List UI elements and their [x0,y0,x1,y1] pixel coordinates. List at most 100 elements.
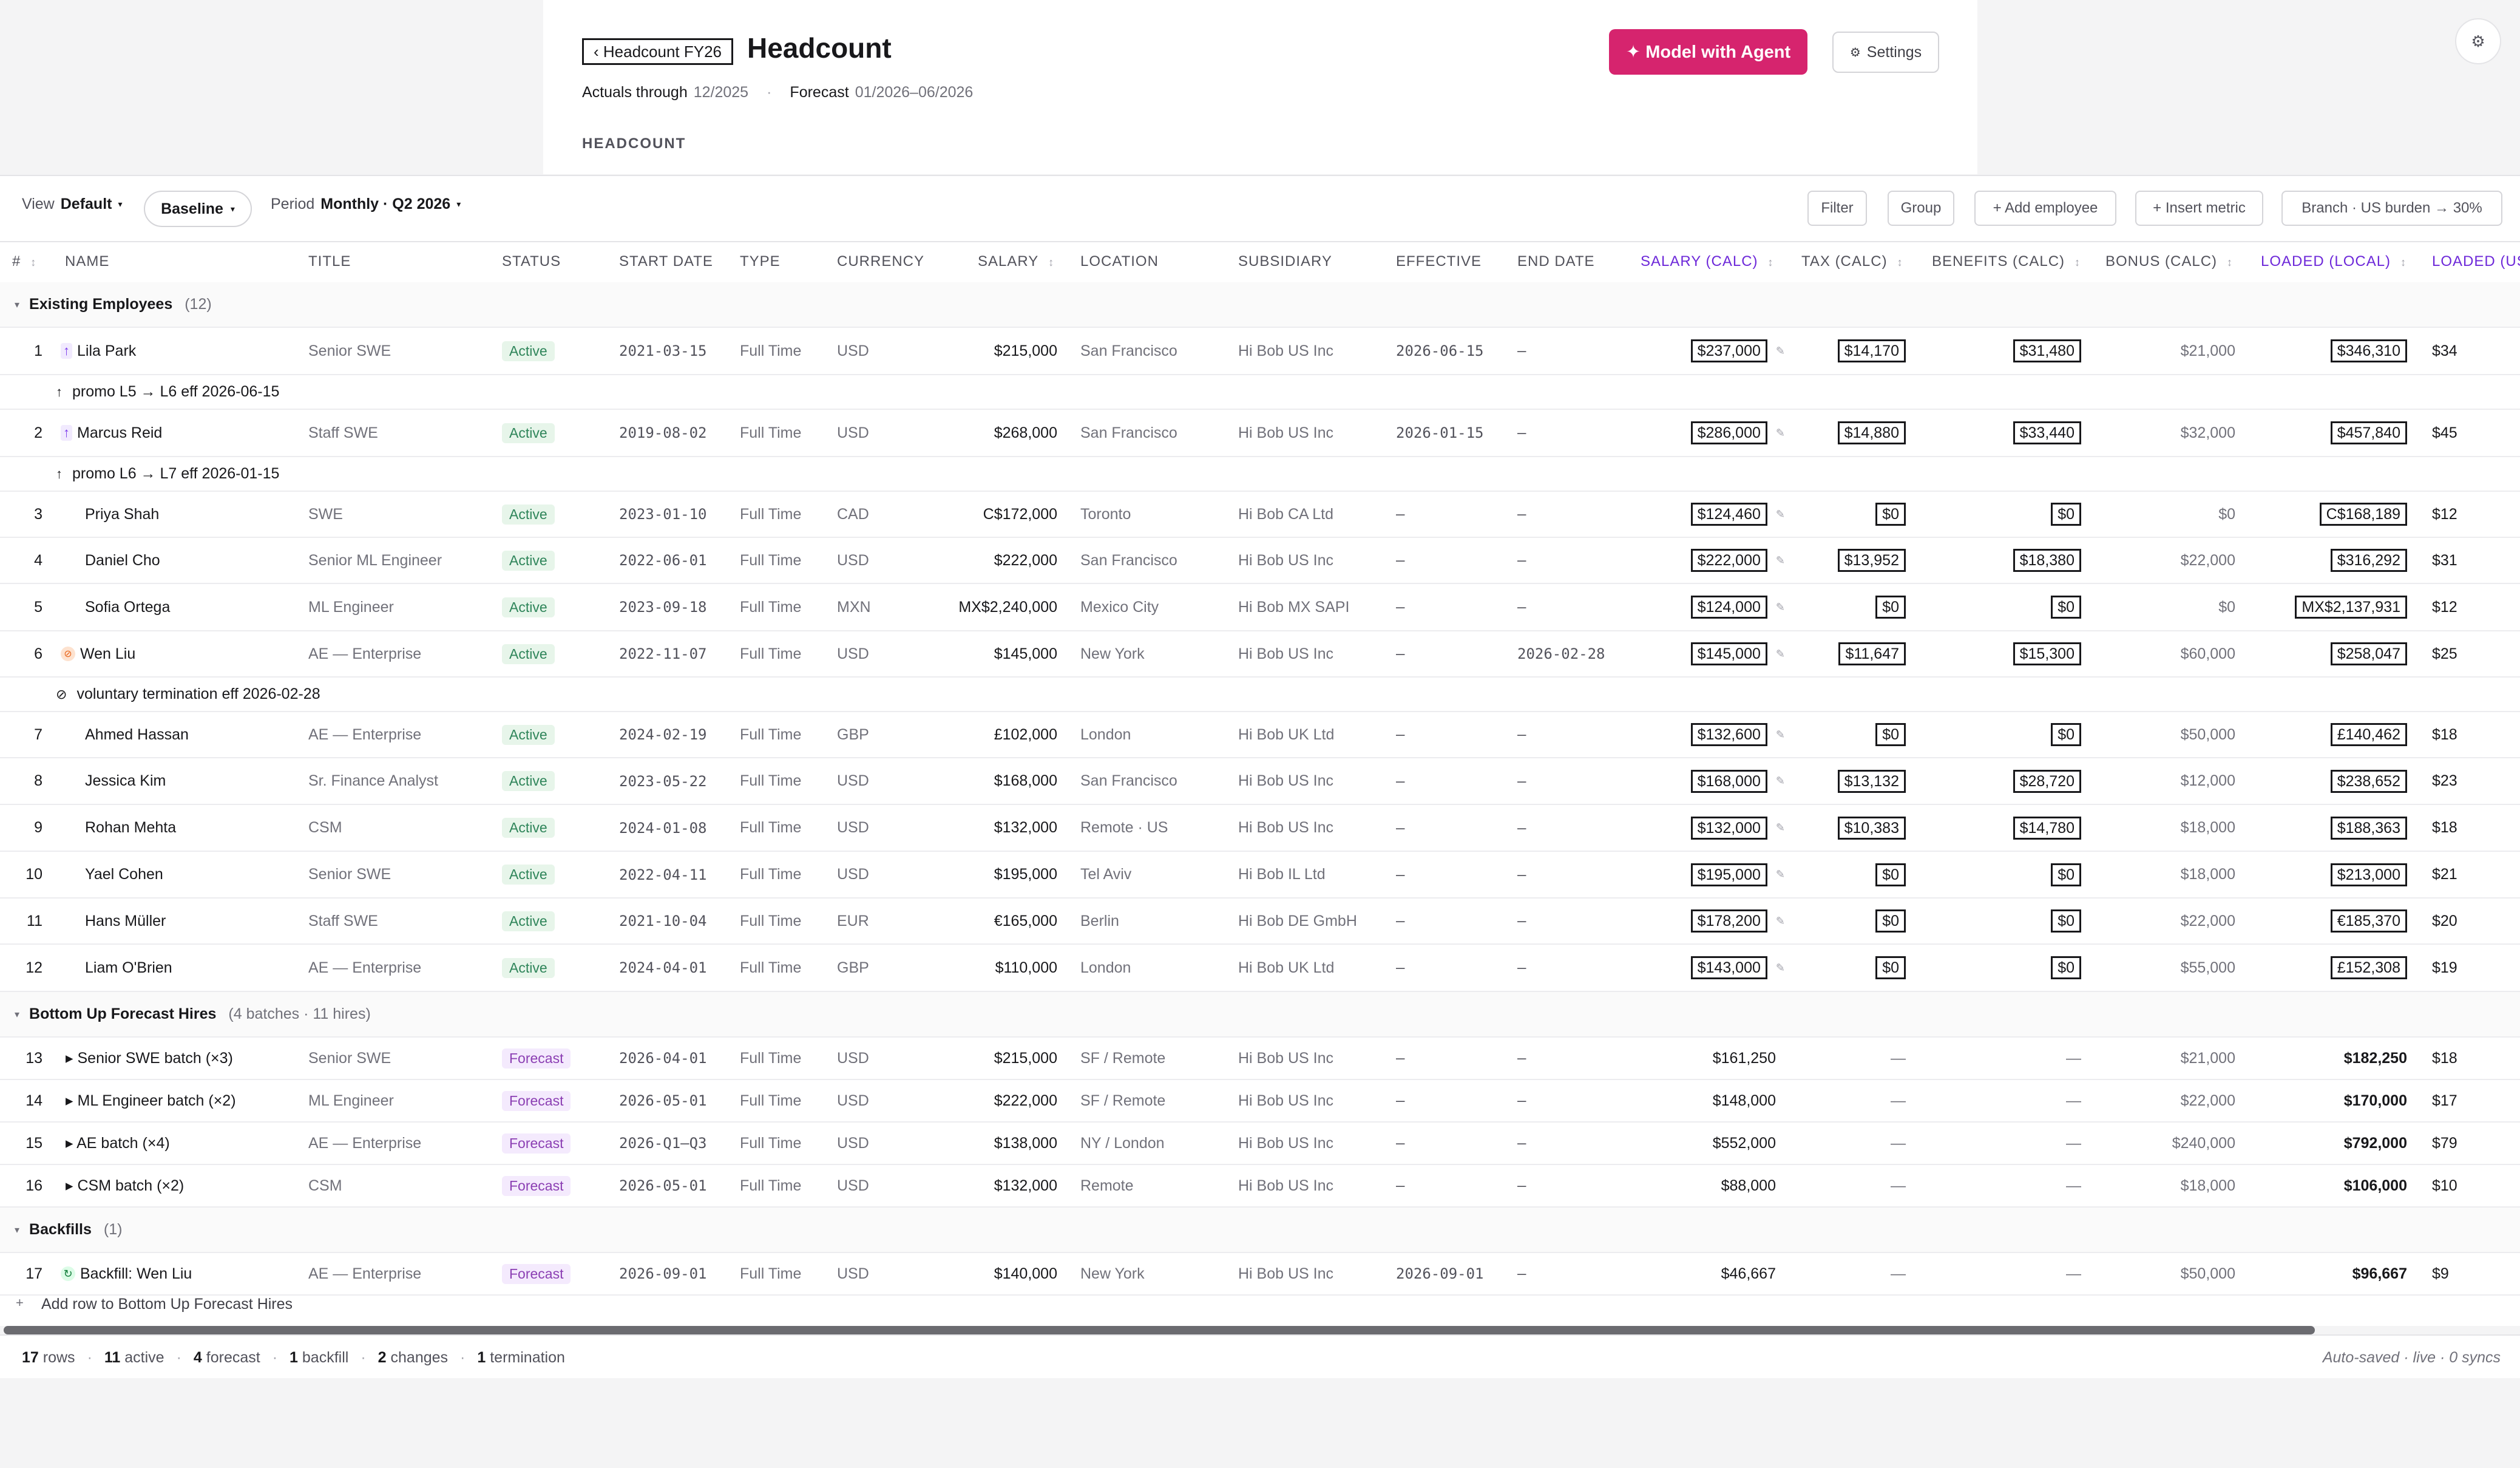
table-row[interactable]: 10 Yael Cohen Senior SWE Active 2022-04-11 Fu… [0,852,2520,899]
salary-calc-cell[interactable]: $178,200 ✎ [1641,899,1785,943]
column-header-salary-calc[interactable]: SALARY (CALC) ↕ [1641,253,1774,270]
group-header[interactable]: ▾ Bottom Up Forecast Hires (4 batches · 11… [15,992,371,1036]
employee-name[interactable]: ↻ Backfill: Wen Liu [61,1253,303,1294]
settings-button[interactable]: ⚙ Settings [1832,32,1939,73]
pencil-icon[interactable]: ✎ [1775,821,1785,834]
view-selector[interactable]: View Default ▾ [22,195,123,213]
employee-name[interactable]: ↑ Marcus Reid [61,410,303,456]
add-employee-button[interactable]: + Add employee [1974,191,2116,226]
pencil-icon[interactable]: ✎ [1775,600,1785,613]
pencil-icon[interactable]: ✎ [1775,426,1785,439]
column-header-currency[interactable]: CURRENCY [837,253,925,270]
table-row[interactable]: 1 ↑ Lila Park Senior SWE Active 2021-03-15 Ful… [0,328,2520,375]
employee-name[interactable]: ▸ ML Engineer batch (×2) [66,1080,308,1121]
salary-calc-cell[interactable]: $286,000 ✎ [1641,410,1785,456]
scenario-selector[interactable]: Baseline ▾ [144,191,252,227]
salary-calc-cell[interactable]: $124,460 ✎ [1641,492,1785,537]
employee-name[interactable]: Jessica Kim [61,758,303,804]
salary-calc-cell[interactable]: $132,000 ✎ [1641,805,1785,851]
column-header-name[interactable]: NAME [65,253,110,270]
pencil-icon[interactable]: ✎ [1775,775,1785,787]
table-row[interactable]: 15 ▸ AE batch (×4) AE — Enterprise Forecast… [0,1123,2520,1165]
column-header-end-date[interactable]: END DATE [1517,253,1595,270]
benefits-calc-cell: $18,380 [1932,538,2081,583]
table-row[interactable]: 16 ▸ CSM batch (×2) CSM Forecast 2026-05-01 F… [0,1165,2520,1208]
column-header-status[interactable]: STATUS [502,253,561,270]
column-header-salary[interactable]: SALARY ↕ [978,253,1055,270]
employee-name[interactable]: Yael Cohen [61,852,303,897]
employee-name[interactable]: ⊘ Wen Liu [61,631,303,676]
group-button[interactable]: Group [1888,191,1954,226]
salary-calc-cell[interactable]: $222,000 ✎ [1641,538,1785,583]
table-row[interactable]: 4 Daniel Cho Senior ML Engineer Active 2022-… [0,538,2520,584]
column-header-title[interactable]: TITLE [308,253,351,270]
table-row[interactable]: 3 Priya Shah SWE Active 2023-01-10 Full Time C… [0,492,2520,538]
pencil-icon[interactable]: ✎ [1775,554,1785,566]
pencil-icon[interactable]: ✎ [1775,508,1785,520]
employee-name[interactable]: Hans Müller [61,899,303,943]
pencil-icon[interactable]: ✎ [1775,914,1785,927]
loaded-usd: $79 [2432,1134,2457,1152]
salary-calc-cell[interactable]: $168,000 ✎ [1641,758,1785,804]
salary-calc-cell[interactable]: $143,000 ✎ [1641,945,1785,991]
branch-button[interactable]: Branch · US burden → 30% [2281,191,2502,226]
table-row[interactable]: 12 Liam O'Brien AE — Enterprise Active 2024-… [0,945,2520,992]
back-to-headcount-fy26-button[interactable]: ‹ Headcount FY26 [582,38,734,65]
insert-metric-button[interactable]: + Insert metric [2135,191,2263,226]
scrollbar-thumb[interactable] [4,1326,2315,1334]
table-row[interactable]: 14 ▸ ML Engineer batch (×2) ML Engineer For… [0,1080,2520,1123]
column-header-loaded-usd[interactable]: LOADED (US [2432,253,2520,270]
pencil-icon[interactable]: ✎ [1775,868,1785,880]
employee-name[interactable]: ▸ Senior SWE batch (×3) [66,1038,308,1079]
salary-calc-cell[interactable]: $132,600 ✎ [1641,712,1785,757]
table-row[interactable]: 8 Jessica Kim Sr. Finance Analyst Active 202… [0,758,2520,805]
salary-calc-cell[interactable]: $124,000 ✎ [1641,584,1785,630]
column-header-effective[interactable]: EFFECTIVE [1396,253,1482,270]
model-with-agent-button[interactable]: ✦ Model with Agent [1609,29,1807,75]
employee-name[interactable]: Daniel Cho [61,538,303,583]
corner-settings-button[interactable]: ⚙ [2455,18,2501,64]
group-header-row[interactable]: ▾ Backfills (1) [0,1208,2520,1253]
group-header-row[interactable]: ▾ Existing Employees (12) [0,282,2520,328]
employee-name[interactable]: ▸ CSM batch (×2) [66,1165,308,1206]
table-row[interactable]: 2 ↑ Marcus Reid Staff SWE Active 2019-08-02 Fu… [0,410,2520,457]
filter-button[interactable]: Filter [1807,191,1867,226]
table-row[interactable]: 17 ↻ Backfill: Wen Liu AE — Enterprise Forec… [0,1253,2520,1296]
employee-name[interactable]: Sofia Ortega [61,584,303,630]
table-row[interactable]: 9 Rohan Mehta CSM Active 2024-01-08 Full Time… [0,805,2520,852]
pencil-icon[interactable]: ✎ [1775,961,1785,974]
table-row[interactable]: 11 Hans Müller Staff SWE Active 2021-10-04 Fu… [0,899,2520,945]
period-selector[interactable]: Period Monthly · Q2 2026 ▾ [271,195,461,213]
employee-name[interactable]: ↑ Lila Park [61,328,303,374]
salary-calc-cell[interactable]: $145,000 ✎ [1641,631,1785,676]
employee-name[interactable]: Ahmed Hassan [61,712,303,757]
employee-name[interactable]: Priya Shah [61,492,303,537]
group-header-row[interactable]: ▾ Bottom Up Forecast Hires (4 batches · 11… [0,992,2520,1038]
column-header-loaded-local[interactable]: LOADED (LOCAL) ↕ [2261,253,2407,270]
group-header[interactable]: ▾ Existing Employees (12) [15,282,212,327]
column-header-bonus-calc[interactable]: BONUS (CALC) ↕ [2105,253,2234,270]
column-header-benefits-calc[interactable]: BENEFITS (CALC) ↕ [1932,253,2081,270]
add-row-button[interactable]: + Add row to Bottom Up Forecast Hires [0,1289,2520,1319]
effective-date: — [1396,772,1405,790]
employee-name[interactable]: Liam O'Brien [61,945,303,991]
pencil-icon[interactable]: ✎ [1775,728,1785,741]
table-row[interactable]: 7 Ahmed Hassan AE — Enterprise Active 2024-0… [0,712,2520,758]
column-header-index[interactable]: # ↕ [12,253,37,270]
horizontal-scrollbar[interactable] [0,1321,2520,1334]
table-row[interactable]: 6 ⊘ Wen Liu AE — Enterprise Active 2022-11-07… [0,631,2520,678]
employee-name[interactable]: ▸ AE batch (×4) [66,1123,308,1164]
salary-calc-cell[interactable]: $195,000 ✎ [1641,852,1785,897]
table-row[interactable]: 5 Sofia Ortega ML Engineer Active 2023-09-18… [0,584,2520,631]
column-header-subsidiary[interactable]: SUBSIDIARY [1238,253,1332,270]
column-header-tax-calc[interactable]: TAX (CALC) ↕ [1801,253,1903,270]
column-header-location[interactable]: LOCATION [1080,253,1159,270]
employee-name[interactable]: Rohan Mehta [61,805,303,851]
column-header-start-date[interactable]: START DATE [619,253,713,270]
pencil-icon[interactable]: ✎ [1775,647,1785,660]
salary-calc-cell[interactable]: $237,000 ✎ [1641,328,1785,374]
group-header[interactable]: ▾ Backfills (1) [15,1208,122,1252]
table-row[interactable]: 13 ▸ Senior SWE batch (×3) Senior SWE Forec… [0,1038,2520,1080]
pencil-icon[interactable]: ✎ [1775,344,1785,357]
column-header-type[interactable]: TYPE [740,253,781,270]
